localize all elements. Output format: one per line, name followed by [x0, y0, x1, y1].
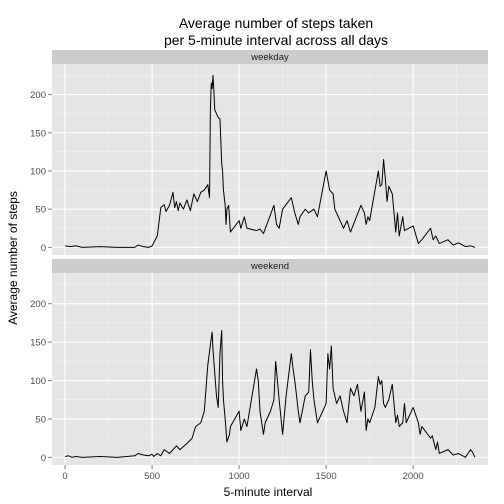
y-tick-label: 50 — [35, 414, 46, 425]
y-axis-title: Average number of steps — [6, 191, 20, 325]
y-tick-label: 200 — [30, 299, 46, 310]
y-tick-label: 150 — [30, 338, 46, 349]
facet-strip — [52, 259, 488, 273]
chart-subtitle: per 5-minute interval across all days — [164, 32, 388, 48]
x-axis-title: 5-minute interval — [224, 485, 313, 499]
facet-strip-label: weekday — [250, 52, 289, 63]
x-tick-label: 500 — [144, 471, 160, 482]
chart-title: Average number of steps taken — [179, 15, 373, 31]
y-tick-label: 50 — [35, 205, 46, 216]
facet-strip — [52, 50, 488, 64]
panel-background — [52, 273, 488, 465]
y-tick-label: 150 — [30, 128, 46, 139]
y-tick-label: 0 — [41, 453, 46, 464]
y-tick-label: 100 — [30, 166, 46, 177]
x-tick-label: 0 — [62, 471, 67, 482]
y-tick-label: 0 — [41, 243, 46, 254]
series-line — [64, 74, 476, 248]
x-tick-label: 1000 — [229, 471, 250, 482]
panel-background — [52, 64, 488, 255]
y-tick-label: 200 — [30, 90, 46, 101]
series-line — [64, 330, 476, 458]
x-tick-label: 1500 — [316, 471, 337, 482]
facet-strip-label: weekend — [250, 261, 289, 272]
facet-panel-weekday: weekday 0 50 100 150 200 — [30, 50, 488, 255]
x-tick-label: 2000 — [403, 471, 424, 482]
y-tick-label: 100 — [30, 376, 46, 387]
